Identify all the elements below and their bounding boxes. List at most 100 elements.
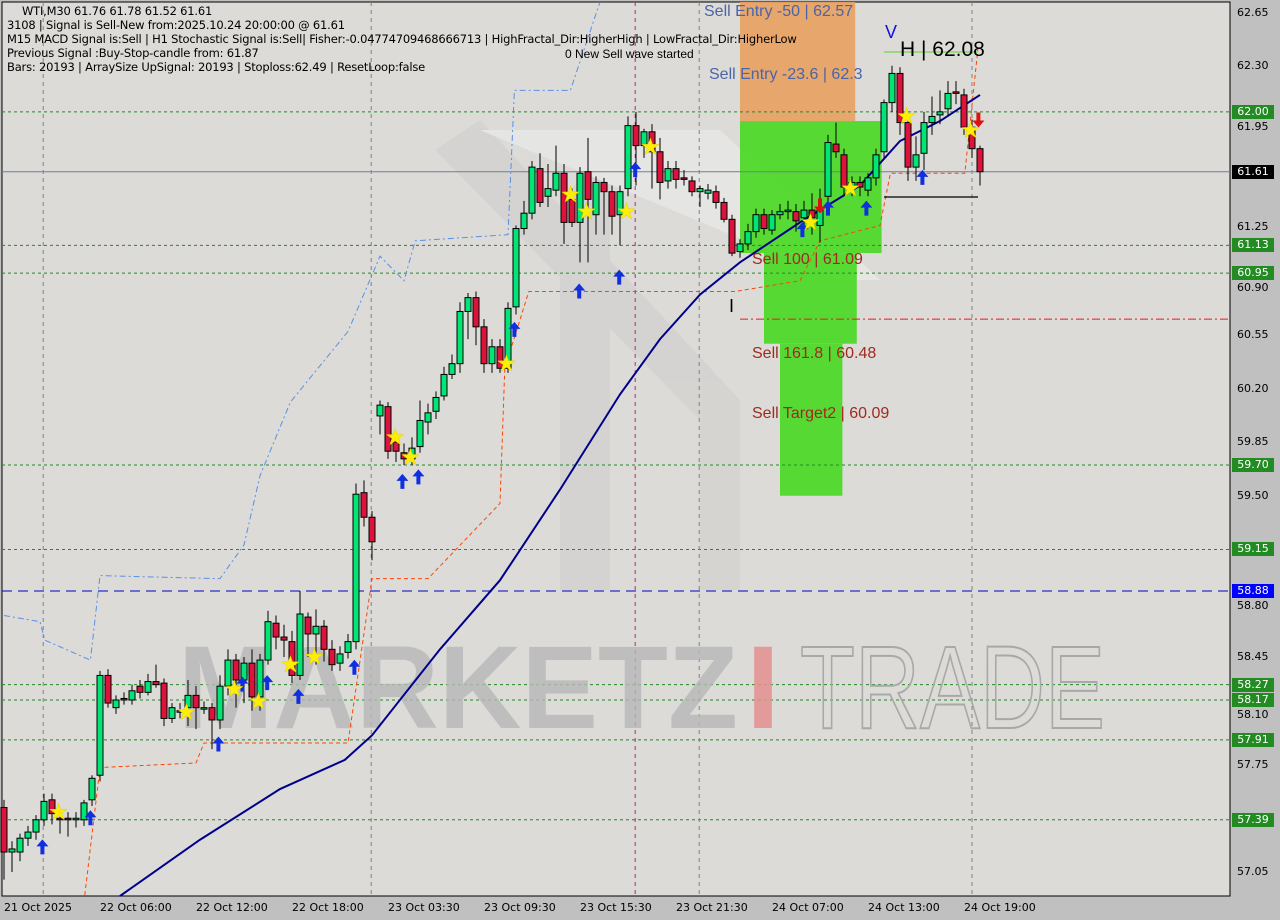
- bull-candle: [416, 419, 424, 448]
- price-tick: 58.10: [1237, 707, 1269, 721]
- watermark-part3: TRADE: [800, 622, 1105, 754]
- bear-candle: [232, 659, 240, 681]
- time-tick: 22 Oct 12:00: [196, 901, 268, 914]
- bull-candle: [592, 181, 600, 216]
- signal-markers: [36, 106, 985, 855]
- bull-candle: [312, 625, 320, 635]
- sell-target2-label: Sell Target2 | 60.09: [752, 405, 890, 422]
- bear-candle: [608, 191, 616, 217]
- time-tick: 23 Oct 21:30: [676, 901, 748, 914]
- bull-candle: [40, 800, 48, 821]
- sell-1618-label: Sell 161.8 | 60.48: [752, 345, 877, 362]
- price-tick: 61.25: [1237, 220, 1269, 234]
- bear-candle: [472, 297, 480, 328]
- bear-candle: [392, 441, 400, 452]
- buy-arrow-icon: [36, 839, 49, 855]
- buy-arrow-icon: [613, 269, 626, 285]
- price-badge-green: 57.91: [1232, 732, 1274, 747]
- buy-arrow-icon: [292, 688, 305, 704]
- buy-arrow-icon: [573, 283, 586, 299]
- buy-arrow-icon: [212, 736, 225, 752]
- bear-candle: [600, 181, 608, 193]
- price-badge-blue: 58.88: [1232, 583, 1274, 598]
- bull-candle: [784, 209, 792, 213]
- bear-candle: [160, 682, 168, 719]
- bull-candle: [112, 699, 120, 709]
- bear-candle: [720, 201, 728, 220]
- star-icon: [177, 702, 196, 721]
- bull-candle: [448, 363, 456, 375]
- bull-candle: [144, 681, 152, 693]
- upper-band-line: [3, 1, 601, 661]
- star-icon: [225, 679, 244, 698]
- price-tick: 58.80: [1237, 598, 1269, 612]
- sell-entry-236-label: Sell Entry -23.6 | 62.3: [709, 66, 863, 83]
- bear-candle: [896, 72, 904, 124]
- bull-candle: [96, 674, 104, 776]
- zone-orange: [740, 2, 856, 122]
- bull-candle: [704, 189, 712, 194]
- bear-candle: [280, 636, 288, 641]
- bull-candle: [944, 92, 952, 110]
- price-badge-green: 62.00: [1232, 104, 1274, 119]
- price-tick: 59.50: [1237, 489, 1269, 503]
- bear-candle: [0, 806, 8, 853]
- bull-candle: [8, 848, 16, 853]
- price-badge-green: 58.17: [1232, 692, 1274, 707]
- bull-candle: [880, 102, 888, 153]
- bear-candle: [712, 191, 720, 203]
- bear-candle: [688, 180, 696, 193]
- bear-candle: [952, 91, 960, 94]
- bear-candle: [328, 648, 336, 666]
- bear-candle: [368, 516, 376, 543]
- zone-green: [780, 343, 843, 496]
- price-tick: 62.65: [1237, 5, 1269, 19]
- bull-candle: [576, 172, 584, 223]
- symbol-line: WTI,M30 61.76 61.78 61.52 61.61: [22, 4, 213, 18]
- bear-candle: [64, 817, 72, 821]
- watermark-part2: I: [746, 622, 780, 754]
- bear-candle: [728, 218, 736, 254]
- star-icon: [897, 106, 916, 125]
- bull-candle: [624, 125, 632, 190]
- bear-candle: [384, 406, 392, 452]
- bear-candle: [208, 707, 216, 721]
- watermark-text: MARKETZ I TRADE: [178, 621, 1106, 755]
- buy-arrow-icon: [796, 222, 809, 238]
- time-tick: 24 Oct 13:00: [868, 901, 940, 914]
- bull-candle: [800, 209, 808, 219]
- time-tick: 23 Oct 15:30: [580, 901, 652, 914]
- bear-candle: [536, 168, 544, 203]
- time-tick: 22 Oct 18:00: [292, 901, 364, 914]
- star-icon: [401, 447, 420, 466]
- bull-candle: [336, 653, 344, 664]
- sell-entry-50-label: Sell Entry -50 | 62.57: [704, 3, 854, 20]
- buy-arrow-icon: [84, 810, 97, 826]
- bear-candle: [320, 625, 328, 650]
- bear-candle: [856, 181, 864, 188]
- star-icon: [497, 353, 516, 372]
- bull-candle: [24, 831, 32, 839]
- star-icon: [249, 691, 268, 710]
- bear-candle: [680, 177, 688, 180]
- bull-candle: [264, 621, 272, 661]
- star-icon: [281, 654, 300, 673]
- buy-arrow-icon: [916, 169, 929, 185]
- bull-candle: [864, 177, 872, 191]
- bear-candle: [792, 211, 800, 222]
- bull-candle: [872, 154, 880, 179]
- time-tick: 21 Oct 2025: [4, 901, 73, 914]
- bear-candle: [360, 492, 368, 518]
- time-tick: 24 Oct 19:00: [964, 901, 1036, 914]
- price-tick: 57.75: [1237, 757, 1269, 771]
- star-icon: [49, 802, 68, 821]
- bear-candle: [272, 622, 280, 638]
- buy-arrow-icon: [508, 321, 521, 337]
- bear-candle: [904, 122, 912, 168]
- bull-candle: [776, 211, 784, 216]
- bull-candle: [888, 72, 896, 104]
- price-badge-green: 60.95: [1232, 266, 1274, 281]
- bull-candle: [912, 154, 920, 168]
- bull-candle: [464, 297, 472, 312]
